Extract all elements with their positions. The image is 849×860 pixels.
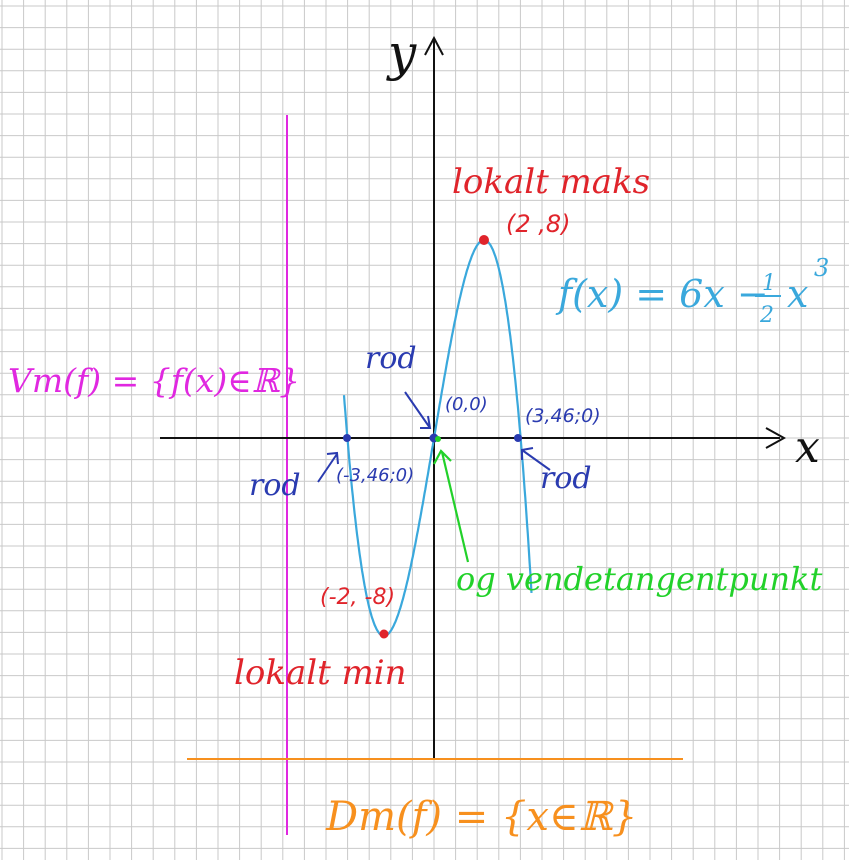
origin-coords: (0,0) bbox=[445, 394, 488, 415]
function-curve bbox=[342, 238, 533, 638]
inflection-arrow bbox=[433, 449, 470, 563]
y-axis-arrow bbox=[424, 35, 444, 56]
root-arrow-origin bbox=[404, 391, 432, 429]
function-label: f(x) = 6x − 1 2 x 3 bbox=[555, 254, 829, 328]
local-max-point bbox=[479, 235, 489, 245]
function-label-exponent: 3 bbox=[814, 254, 829, 282]
x-axis-arrow bbox=[765, 427, 787, 449]
root-label-left: rod bbox=[249, 468, 301, 503]
root-arrow-right bbox=[521, 447, 551, 471]
function-label-fraction-denominator: 2 bbox=[759, 303, 774, 328]
x-axis-label: x bbox=[795, 422, 820, 473]
local-min-title: lokalt min bbox=[234, 653, 407, 693]
value-range-label: Vm(f) = {f(x)∈ℝ} bbox=[8, 361, 300, 400]
inflection-label: og vendetangentpunkt bbox=[456, 560, 823, 598]
y-axis-label: y bbox=[386, 24, 417, 82]
root-label-right: rod bbox=[540, 461, 592, 496]
root-left-coords: (-3,46;0) bbox=[336, 465, 414, 486]
local-min-coords: (-2, -8) bbox=[320, 585, 395, 610]
root-label-origin: rod bbox=[365, 341, 417, 376]
local-max-coords: (2 ,8) bbox=[506, 210, 571, 238]
root-arrow-left bbox=[317, 451, 339, 483]
root-right-point bbox=[514, 434, 522, 442]
root-left-point bbox=[343, 434, 351, 442]
domain-label: Dm(f) = {x∈ℝ} bbox=[325, 794, 637, 840]
function-label-suffix: x bbox=[787, 272, 808, 316]
function-label-fraction-numerator: 1 bbox=[762, 271, 776, 296]
function-label-prefix: f(x) = 6x − bbox=[555, 272, 769, 316]
root-right-coords: (3,46;0) bbox=[525, 405, 601, 427]
local-max-title: lokalt maks bbox=[452, 162, 650, 202]
local-min-point bbox=[379, 629, 389, 639]
inflection-point-marker bbox=[435, 436, 441, 442]
